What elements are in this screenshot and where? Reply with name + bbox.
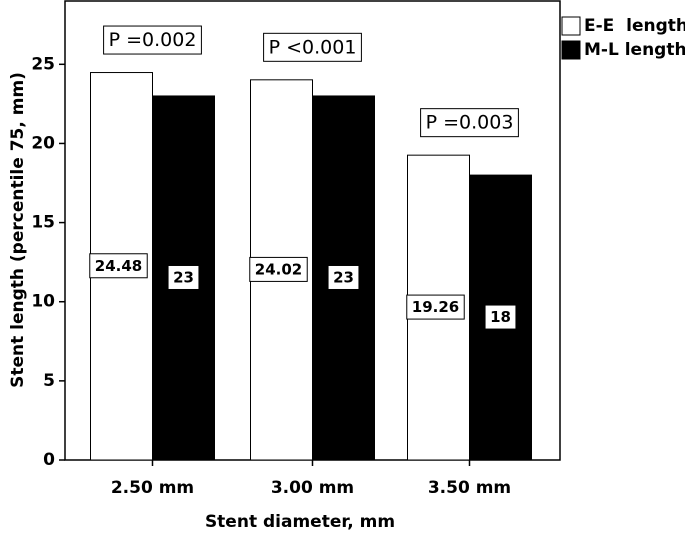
annotation-box: [263, 32, 362, 62]
y-tick-label: 25: [31, 54, 55, 74]
value-label: 23: [173, 268, 194, 286]
value-label: 24.02: [255, 260, 302, 278]
annotation: P =0.003: [426, 112, 514, 134]
value-label: 19.26: [412, 298, 459, 316]
value-label-box: [406, 294, 465, 320]
y-axis-label: Stent length (percentile 75, mm): [8, 72, 28, 388]
y-tick-label: 10: [31, 292, 55, 312]
y-tick-label: 15: [31, 213, 55, 233]
value-label: 18: [490, 308, 511, 326]
value-label: 24.48: [95, 257, 142, 275]
legend-swatch: [561, 16, 581, 36]
y-tick-label: 5: [43, 371, 55, 391]
x-tick-label: 3.50 mm: [428, 478, 511, 498]
value-label-box: [484, 304, 517, 330]
value-label-box: [167, 264, 200, 290]
x-axis-label: Stent diameter, mm: [205, 512, 395, 532]
x-tick-label: 2.50 mm: [111, 478, 194, 498]
x-tick-label: 3.00 mm: [271, 478, 354, 498]
value-label-box: [89, 253, 148, 279]
annotation-box: [103, 25, 202, 55]
legend-swatch: [561, 40, 581, 60]
annotation-box: [420, 108, 519, 138]
annotation: P <0.001: [269, 36, 357, 58]
value-label-box: [249, 256, 308, 282]
legend-label: E-E length: [584, 16, 685, 36]
legend-label: M-L length: [584, 40, 685, 60]
annotation: P =0.002: [109, 29, 197, 51]
y-tick-label: 20: [31, 133, 55, 153]
y-tick-label: 0: [43, 450, 55, 470]
value-label-box: [327, 264, 360, 290]
value-label: 23: [333, 268, 354, 286]
